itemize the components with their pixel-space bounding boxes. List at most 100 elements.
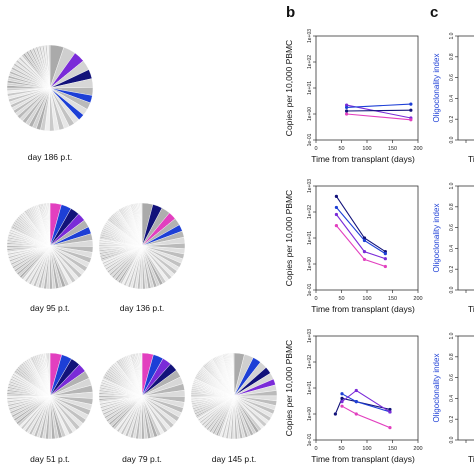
x-tick-label: 50 [338, 296, 344, 302]
pie-slice [49, 202, 51, 247]
panel-letter-b: b [286, 4, 296, 21]
y-tick-label: 1e-01 [307, 133, 313, 146]
pie-chart-day-79 [98, 352, 186, 440]
pie-label-day-79: day 79 p.t. [122, 454, 162, 464]
data-point [362, 249, 367, 254]
data-point [340, 404, 344, 408]
y-tick-label: 0.4 [449, 245, 455, 252]
x-tick-label: 50 [338, 446, 344, 452]
x-tick-label: 150 [388, 446, 397, 452]
y-tick-label: 0.2 [449, 416, 455, 423]
y-axis-label: Oligoclonality index [432, 204, 441, 273]
plot-frame [315, 35, 419, 141]
y-tick-label: 0.6 [449, 74, 455, 81]
x-axis-label: Time from transplant (days) [311, 304, 415, 314]
pie-label-day-186: day 186 p.t. [27, 152, 73, 162]
x-axis-label: Ti [468, 454, 474, 464]
y-tick-label: 1e+02 [307, 55, 313, 69]
pie-label-day-136: day 136 p.t. [119, 303, 165, 313]
x-tick-label: 0 [314, 146, 317, 152]
series-line [346, 113, 411, 121]
plot-frame [315, 185, 419, 291]
data-point [409, 102, 413, 106]
data-point [345, 105, 349, 109]
series-line [346, 109, 411, 112]
data-point [334, 223, 338, 228]
x-axis-label: Ti [468, 304, 474, 314]
y-tick-label: 0.8 [449, 353, 455, 360]
line-chart-b3: 0 50 100 150 200 1e-01 1e+00 1e+01 1e+02 1e+03 Tim… [284, 329, 423, 464]
y-tick-label: 0.6 [449, 224, 455, 231]
y-tick-label: 1.0 [449, 32, 455, 39]
data-point [409, 118, 413, 122]
y-tick-label: 0.2 [449, 116, 455, 123]
data-point [345, 103, 349, 107]
data-point [383, 257, 387, 261]
line-chart-b1: 0 50 100 150 200 1e-01 1e+00 1e+01 1e+02 1e+03 Tim… [284, 29, 423, 164]
y-tick-label: 1e+00 [307, 107, 313, 121]
panel-letter-c: c [430, 4, 439, 21]
data-point [340, 392, 344, 396]
y-tick-label: 0.0 [449, 136, 455, 143]
oligoclonality-chart-c2: 0.0 0.2 0.4 0.6 0.8 1.0 Oligoclonality index Ti [432, 182, 474, 314]
pie-slice [48, 44, 51, 89]
y-axis-label: Copies per 10,000 PBMC [284, 340, 294, 436]
pie-label-day-51: day 51 p.t. [30, 454, 70, 464]
series-line [334, 397, 391, 415]
oligoclonality-chart-c1: 0.0 0.2 0.4 0.6 0.8 1.0 Oligoclonality index Ti [432, 32, 474, 164]
y-tick-label: 1e-01 [307, 283, 313, 296]
y-tick-label: 0.8 [449, 53, 455, 60]
y-axis-label: Oligoclonality index [432, 54, 441, 123]
data-point [362, 257, 367, 262]
pie-slice [141, 202, 143, 247]
data-point [388, 410, 392, 414]
pie-chart-day-145 [190, 352, 278, 440]
data-point [334, 205, 338, 210]
x-tick-label: 200 [413, 296, 422, 302]
data-point [354, 388, 358, 393]
x-tick-label: 200 [413, 446, 422, 452]
pie-slice [141, 352, 143, 397]
data-point [383, 264, 387, 269]
x-axis-label: Time from transplant (days) [311, 454, 415, 464]
data-point [409, 108, 413, 112]
y-tick-label: 0.4 [449, 395, 455, 402]
x-tick-label: 0 [314, 296, 317, 302]
y-tick-label: 1e-01 [307, 433, 313, 446]
data-point [334, 212, 338, 217]
y-tick-label: 0.0 [449, 436, 455, 443]
pie-label-day-95: day 95 p.t. [30, 303, 70, 313]
data-point [388, 407, 392, 412]
series-line [346, 103, 411, 108]
x-tick-label: 0 [314, 446, 317, 452]
x-tick-label: 100 [362, 146, 371, 152]
data-point [354, 412, 358, 416]
y-tick-label: 1.0 [449, 182, 455, 189]
line-chart-b2: 0 50 100 150 200 1e-01 1e+00 1e+01 1e+02 1e+03 Tim… [284, 179, 423, 314]
data-point [388, 425, 392, 430]
y-tick-label: 1.0 [449, 332, 455, 339]
pie-chart-day-186 [6, 44, 94, 132]
pie-slice [233, 352, 235, 397]
data-point [340, 396, 344, 400]
data-point [345, 109, 349, 113]
data-point [354, 399, 358, 404]
data-point [340, 399, 344, 404]
pie-chart-day-136 [98, 202, 186, 290]
y-tick-label: 1e+00 [307, 407, 313, 421]
data-point [333, 412, 337, 416]
data-point [345, 112, 349, 116]
y-tick-label: 1e+03 [307, 179, 313, 193]
y-tick-label: 1e+03 [307, 329, 313, 343]
series-line [341, 389, 391, 413]
y-axis-label: Oligoclonality index [432, 354, 441, 423]
pie-label-day-145: day 145 p.t. [211, 454, 257, 464]
x-axis-label: Ti [468, 154, 474, 164]
y-tick-label: 1e+02 [307, 355, 313, 369]
y-tick-label: 0.6 [449, 374, 455, 381]
pie-chart-day-95 [6, 202, 94, 290]
x-tick-label: 150 [388, 296, 397, 302]
y-axis-label: Copies per 10,000 PBMC [284, 40, 294, 136]
y-tick-label: 0.0 [449, 286, 455, 293]
data-point [383, 252, 387, 256]
